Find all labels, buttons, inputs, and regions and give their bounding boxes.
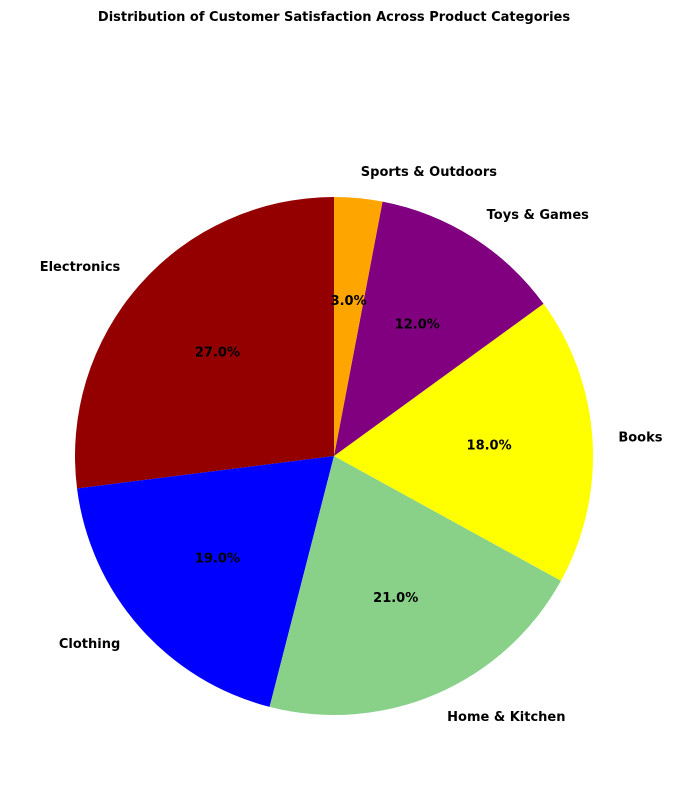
- category-labels: Electronics Clothing Home & Kitchen Books To…: [40, 165, 663, 725]
- category-label-books: Books: [618, 431, 662, 446]
- percent-label-clothing: 19.0%: [195, 551, 240, 566]
- pie-slice-clothing: [77, 456, 334, 707]
- percent-label-books: 18.0%: [467, 439, 512, 454]
- percent-label-toys-and-games: 12.0%: [395, 317, 440, 332]
- percent-label-sports-and-outdoors: 3.0%: [331, 294, 367, 309]
- category-label-sports-and-outdoors: Sports & Outdoors: [361, 165, 497, 180]
- percent-labels: 27.0% 19.0% 21.0% 18.0% 12.0% 3.0%: [195, 294, 512, 606]
- pie-slice-home-and-kitchen: [269, 456, 561, 715]
- category-label-home-and-kitchen: Home & Kitchen: [447, 710, 565, 725]
- percent-label-electronics: 27.0%: [195, 346, 240, 361]
- pie-slice-toys-and-games: [334, 201, 544, 456]
- chart-title: Distribution of Customer Satisfaction Ac…: [98, 10, 570, 25]
- category-label-toys-and-games: Toys & Games: [487, 208, 589, 223]
- percent-label-home-and-kitchen: 21.0%: [373, 591, 418, 606]
- pie-slice-electronics: [74, 197, 334, 489]
- pie-slice-books: [334, 303, 593, 581]
- pie-slices: [74, 197, 593, 715]
- pie-slice-sports-and-outdoors: [334, 197, 383, 456]
- category-label-clothing: Clothing: [59, 637, 120, 652]
- category-label-electronics: Electronics: [40, 260, 121, 275]
